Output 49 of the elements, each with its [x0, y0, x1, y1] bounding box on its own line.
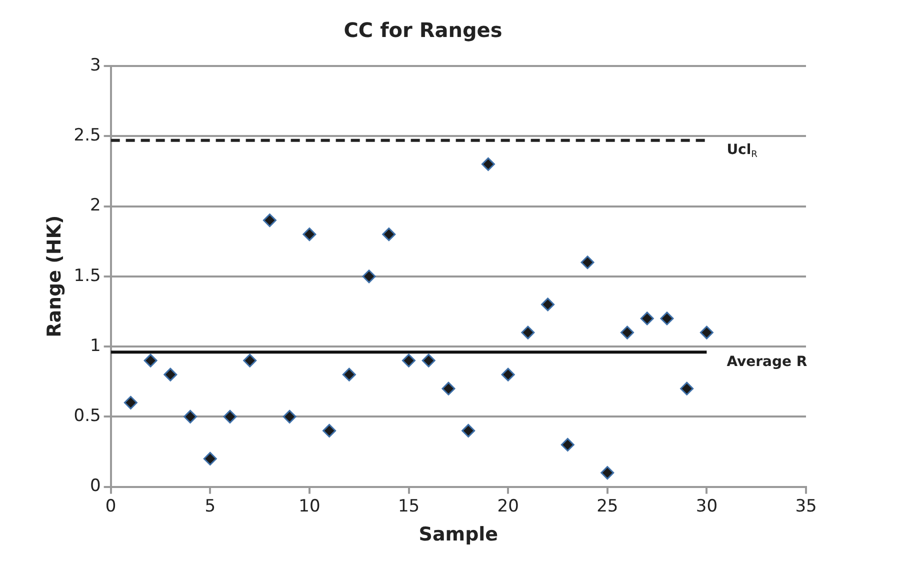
point	[501, 368, 515, 382]
point	[600, 466, 614, 480]
point	[342, 368, 356, 382]
point	[620, 326, 634, 340]
x-tick-label: 35	[795, 496, 817, 516]
x-tick-label: 10	[298, 496, 320, 516]
y-tick-label: 1	[90, 336, 101, 356]
point	[580, 256, 594, 270]
point	[541, 298, 555, 312]
point	[382, 228, 396, 242]
x-tick-label: 20	[497, 496, 519, 516]
series-label: Average R	[726, 354, 808, 370]
point	[442, 382, 456, 396]
y-tick-label: 1.5	[74, 266, 101, 286]
point	[243, 354, 257, 368]
point	[144, 354, 158, 368]
point	[124, 396, 138, 410]
point	[203, 452, 217, 466]
point	[322, 424, 336, 438]
y-axis-title: Range (HK)	[43, 215, 66, 338]
point	[560, 438, 574, 452]
point	[262, 214, 276, 228]
x-tick-label: 30	[696, 496, 718, 516]
point	[302, 228, 316, 242]
point	[462, 424, 476, 438]
point	[282, 410, 296, 424]
x-tick-label: 0	[105, 496, 116, 516]
point	[660, 312, 674, 326]
point	[184, 410, 198, 424]
x-tick-label: 15	[398, 496, 420, 516]
y-tick-label: 2.5	[74, 126, 101, 146]
point	[521, 326, 535, 340]
point	[402, 354, 416, 368]
y-tick-label: 2	[90, 196, 101, 216]
point	[362, 270, 376, 284]
point	[481, 157, 495, 171]
point	[422, 354, 436, 368]
y-tick-label: 0.5	[74, 406, 101, 426]
x-tick-label: 25	[596, 496, 618, 516]
x-tick-label: 5	[204, 496, 216, 516]
y-tick-label: 3	[90, 55, 101, 76]
chart-title: CC for Ranges	[344, 18, 502, 42]
point	[640, 312, 654, 326]
point	[223, 410, 237, 424]
x-axis-title: Sample	[418, 524, 498, 546]
point	[680, 382, 694, 396]
point	[700, 326, 714, 340]
point	[164, 368, 178, 382]
y-tick-label: 0	[90, 476, 101, 496]
